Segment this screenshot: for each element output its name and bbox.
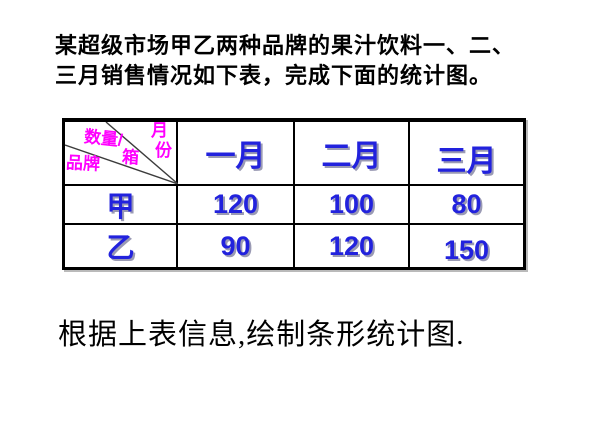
column-header-january: 一月 [178,122,295,186]
column-header-march: 三月 [410,122,523,186]
row-header-brand-a: 甲 [65,186,178,225]
sales-table: 月 份 数量/ 箱 品牌 一月 二月 三月 甲 120 100 80 乙 90 … [62,118,526,270]
value-b-january: 90 [178,225,295,267]
title-line-2: 三月销售情况如下表，完成下面的统计图。 [55,63,493,88]
title-line-1: 某超级市场甲乙两种品牌的果汁饮料一、二、 [55,33,516,58]
corner-label-brand: 品牌 [65,153,101,174]
corner-label-month-bottom: 份 [155,141,172,160]
title: 某超级市场甲乙两种品牌的果汁饮料一、二、 三月销售情况如下表，完成下面的统计图。 [55,31,567,91]
value-a-february: 100 [295,186,410,225]
table-corner-cell: 月 份 数量/ 箱 品牌 [65,122,178,186]
row-header-brand-b: 乙 [65,225,178,267]
instruction-text: 根据上表信息,绘制条形统计图. [58,319,465,351]
corner-label-month-top: 月 [151,121,168,140]
diagonal-divider-lines [65,122,178,184]
value-a-march: 80 [410,186,523,225]
column-header-february: 二月 [295,122,410,186]
corner-label-unit: 箱 [121,147,140,168]
value-b-march: 150 [443,235,490,265]
value-b-february: 120 [295,225,410,267]
value-a-january: 120 [178,186,295,225]
